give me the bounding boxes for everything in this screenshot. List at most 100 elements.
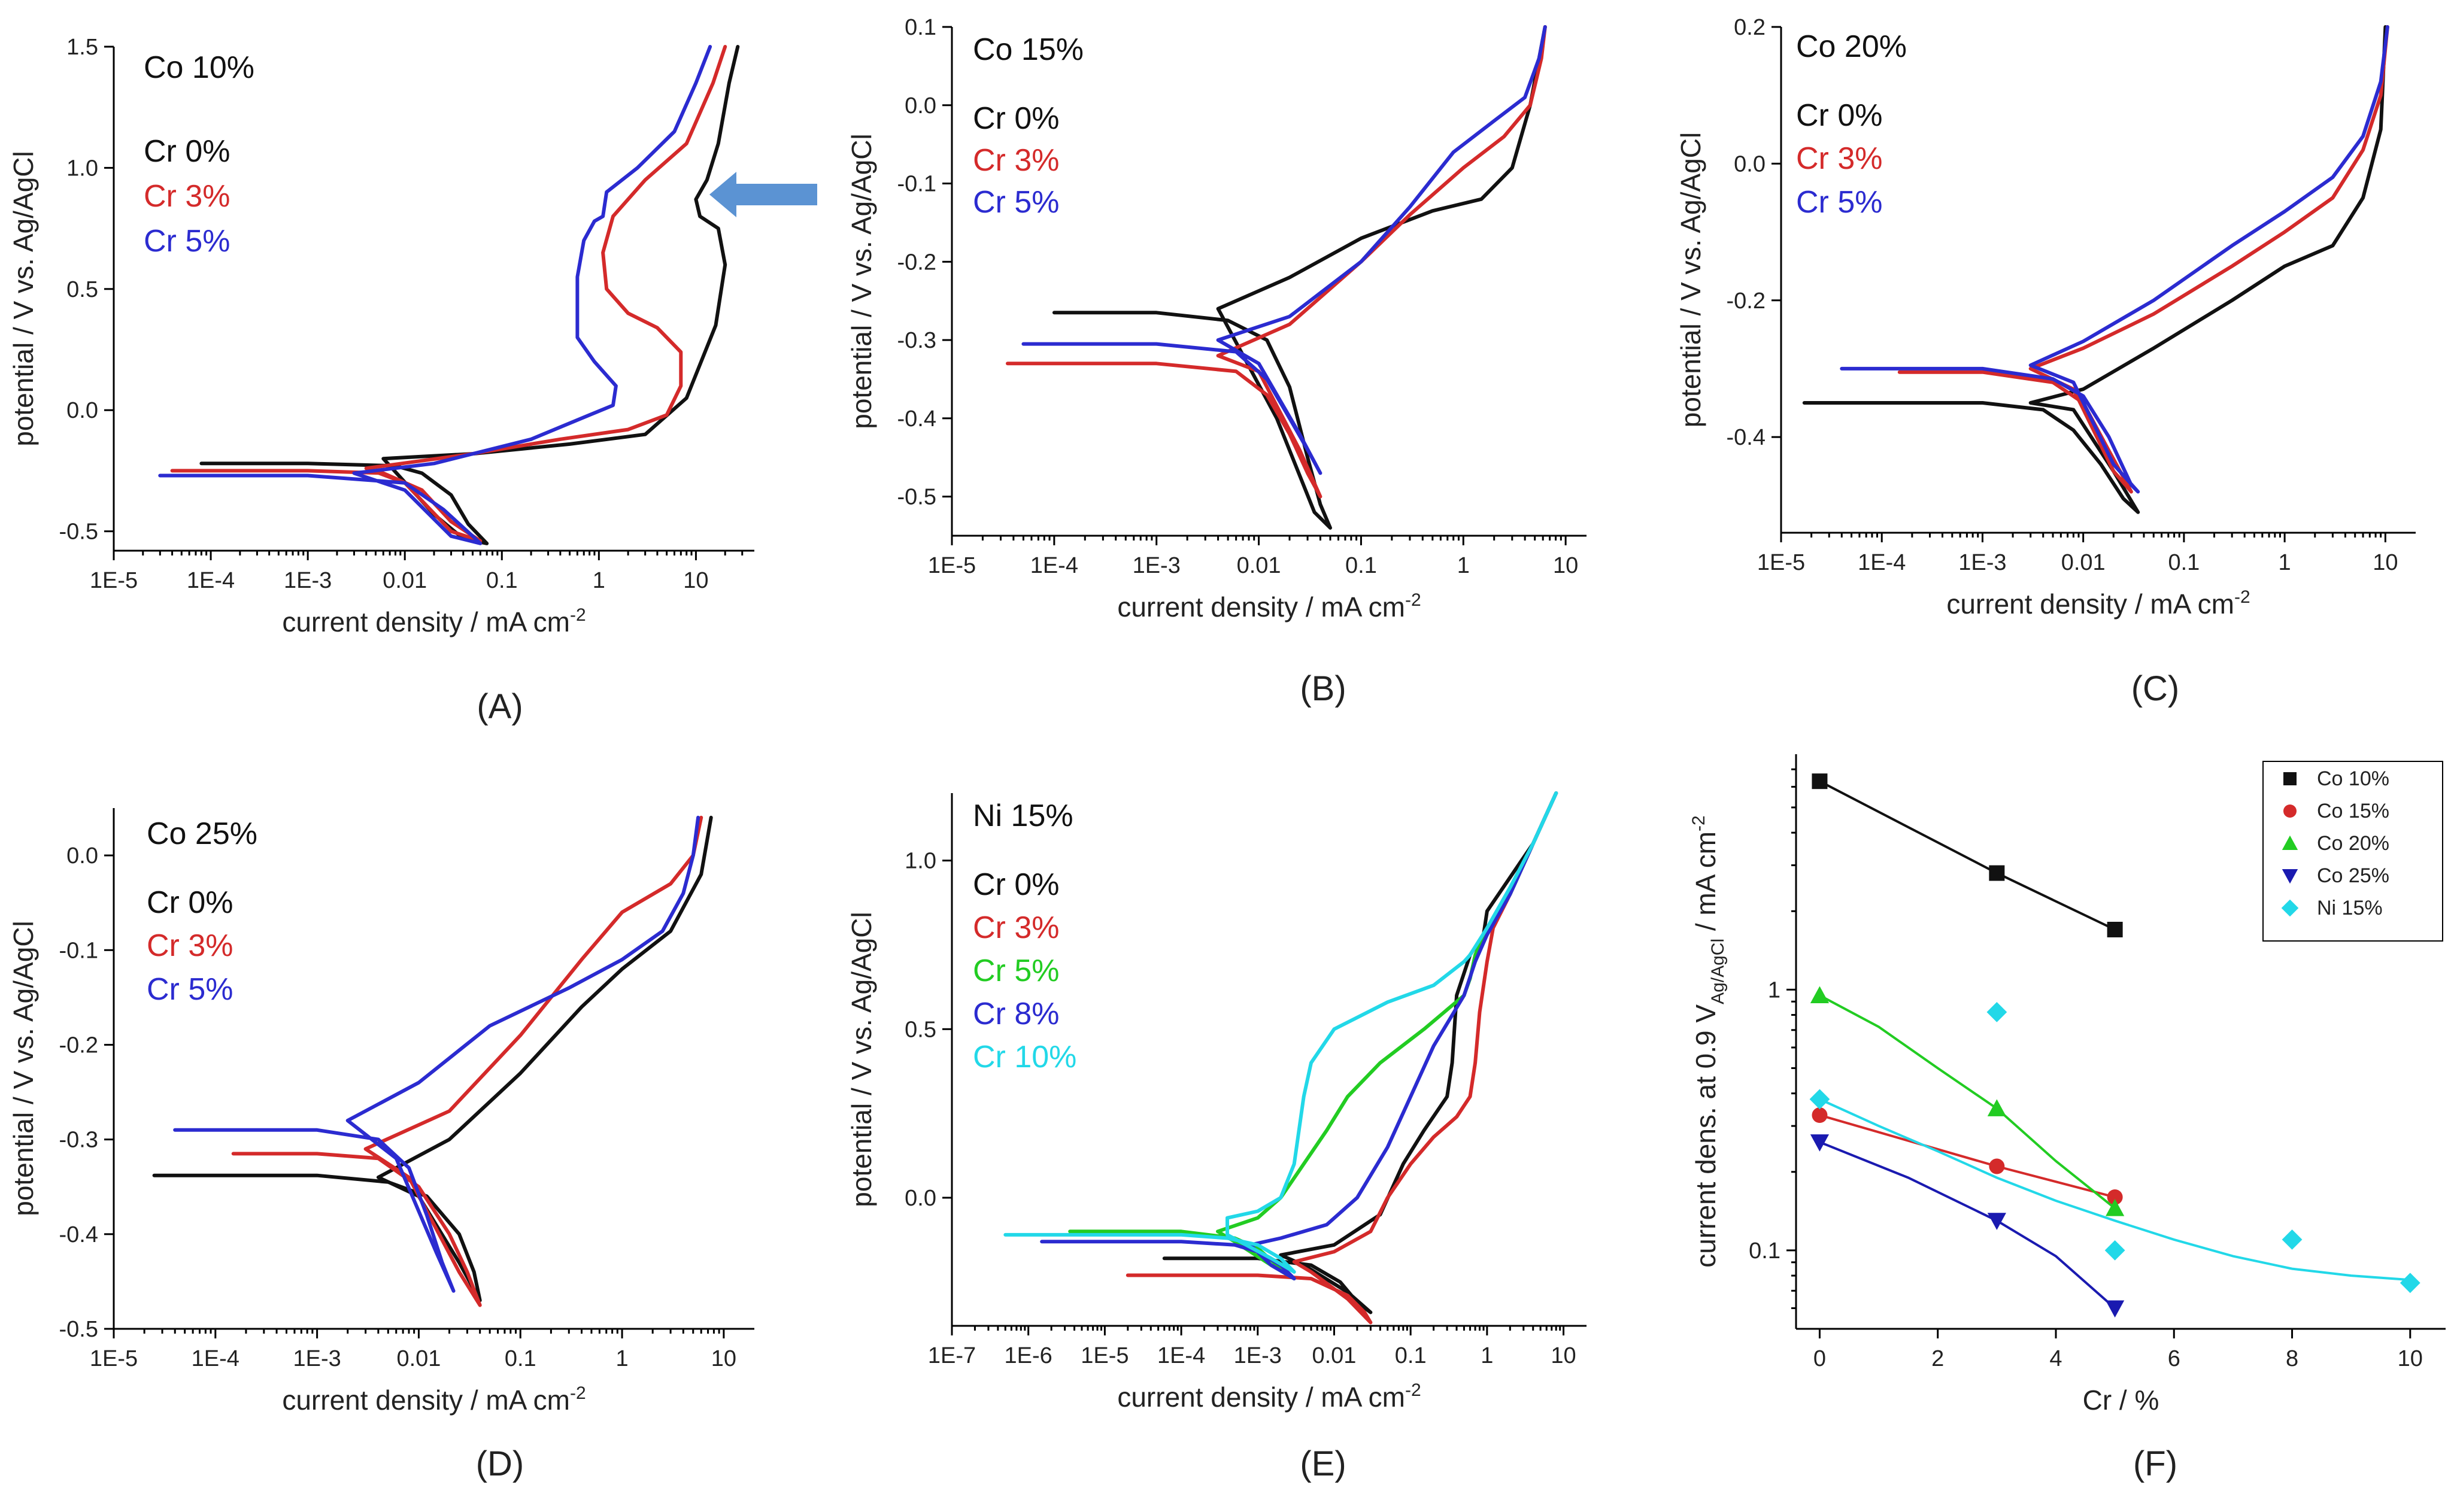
series-line-cr-3- xyxy=(1126,791,1558,1325)
y-tick-label: 1.0 xyxy=(905,849,936,874)
y-axis-title-text: potential / V vs. Ag/AgCl xyxy=(846,133,877,429)
data-point-co-10- xyxy=(1989,865,2005,881)
legend-entry: Ni 15% xyxy=(2317,897,2383,919)
data-point-co-10- xyxy=(2107,921,2123,937)
x-tick-label: 1E-5 xyxy=(1757,550,1805,575)
series-line-cr-3- xyxy=(170,45,727,543)
annotation-text: Cr 0% xyxy=(973,101,1059,136)
legend-entry: Co 15% xyxy=(2317,800,2389,822)
y-tick-label: 0.0 xyxy=(66,398,98,423)
data-point-ni-15- xyxy=(2104,1240,2125,1261)
x-tick-label: 1 xyxy=(593,568,605,593)
x-tick-label: 1E-4 xyxy=(1030,553,1078,578)
y-tick-label: 0.0 xyxy=(66,843,98,869)
x-tick-label: 1E-3 xyxy=(1958,550,2006,575)
y-axis-title-text: potential / V vs. Ag/AgCl xyxy=(8,921,39,1216)
x-tick-label: 2 xyxy=(1931,1346,1944,1371)
x-tick-label: 1 xyxy=(2279,550,2291,575)
panel-label: (E) xyxy=(1300,1444,1346,1483)
panel-c: 1E-5 1E-4 1E-3 0.01 0.1 1 10 -0.4 -0.2 0.0 0.2 curr… xyxy=(1675,15,2416,708)
x-tick-label: 1E-3 xyxy=(1133,553,1181,578)
series-line-cr-3- xyxy=(1897,25,2389,494)
panel-label: (C) xyxy=(2131,669,2180,708)
y-tick-label: -0.2 xyxy=(1727,289,1766,314)
x-tick-label: 6 xyxy=(2168,1346,2180,1371)
data-point-co-15- xyxy=(2107,1189,2123,1205)
arrow-icon xyxy=(709,172,817,217)
legend-marker xyxy=(2282,869,2298,884)
annotation-text: Co 10% xyxy=(144,50,254,85)
panel-e: 1E-7 1E-6 1E-5 1E-4 1E-3 0.01 0.1 1 10 0.0 0.5 1.0 c… xyxy=(846,791,1587,1483)
x-axis-title-sup: -2 xyxy=(1405,590,1421,610)
panel-a: 1E-5 1E-4 1E-3 0.01 0.1 1 10 -0.5 0.0 0.5 1.0 1.5 cu… xyxy=(8,35,817,726)
x-tick-label: 1 xyxy=(1481,1343,1493,1368)
y-axis-title-text: potential / V vs. Ag/AgCl xyxy=(1675,132,1706,428)
x-axis-title-text: current density / mA cm xyxy=(282,1385,570,1416)
annotation-text: Cr 3% xyxy=(1796,141,1882,176)
panel-b: 1E-5 1E-4 1E-3 0.01 0.1 1 10 -0.5 -0.4 -0.3 -0.2 -0… xyxy=(846,15,1587,708)
data-point-ni-15- xyxy=(1809,1089,1830,1110)
y-axis-title: current dens. at 0.9 VAg/AgCl / mA cm-2 xyxy=(1689,815,1728,1267)
x-tick-label: 0.01 xyxy=(1237,553,1281,578)
data-point-co-25- xyxy=(1810,1134,1830,1152)
annotation-text: Cr 3% xyxy=(973,143,1059,178)
x-axis-title-text: current density / mA cm xyxy=(1946,588,2234,620)
data-point-ni-15- xyxy=(1986,1001,2007,1022)
series-line-cr-3- xyxy=(231,815,703,1307)
x-axis-title-sup: -2 xyxy=(570,605,586,625)
y-axis-title-sub: Ag/AgCl xyxy=(1708,939,1728,1004)
x-tick-label: 0.1 xyxy=(505,1346,536,1371)
data-point-co-15- xyxy=(1989,1158,2005,1174)
annotation-text: Cr 5% xyxy=(144,224,230,259)
y-tick-label: 1.0 xyxy=(66,156,98,181)
x-tick-label: 10 xyxy=(2373,550,2398,575)
x-tick-label: 0.01 xyxy=(383,568,427,593)
x-tick-label: 0.01 xyxy=(2061,550,2106,575)
series-line-cr-5- xyxy=(1021,25,1547,475)
y-axis-title: potential / V vs. Ag/AgCl xyxy=(8,151,39,447)
legend-entry: Co 10% xyxy=(2317,767,2389,790)
annotation-text: Cr 3% xyxy=(973,910,1059,945)
x-axis-title-text: current density / mA cm xyxy=(1117,591,1405,623)
legend-marker xyxy=(2283,804,2297,818)
x-axis-title: current density / mA cm-2 xyxy=(282,605,586,637)
x-tick-label: 1E-3 xyxy=(1234,1343,1282,1368)
y-axis-title-tail: / mA cm xyxy=(1690,831,1721,939)
x-axis-title-sup: -2 xyxy=(570,1383,586,1403)
data-point-co-20- xyxy=(1810,986,1830,1004)
panel-label: (B) xyxy=(1300,669,1346,708)
x-tick-label: 1E-5 xyxy=(90,1346,138,1371)
x-tick-label: 1E-3 xyxy=(284,568,332,593)
annotation-text: Cr 3% xyxy=(144,179,230,214)
x-axis-title: current density / mA cm-2 xyxy=(1117,1380,1421,1413)
y-axis-title-sup: -2 xyxy=(1689,815,1709,831)
x-axis-title-text: current density / mA cm xyxy=(282,606,570,637)
x-tick-label: 0.1 xyxy=(486,568,518,593)
x-tick-label: 10 xyxy=(1551,1343,1576,1368)
series-line-cr-0- xyxy=(199,45,740,545)
x-tick-label: 0 xyxy=(1813,1346,1826,1371)
series-line-cr-5- xyxy=(158,45,712,545)
y-tick-label: -0.4 xyxy=(59,1222,98,1247)
legend-entry: Co 25% xyxy=(2317,864,2389,887)
data-point-co-20- xyxy=(1987,1099,2006,1116)
x-tick-label: 10 xyxy=(1553,553,1578,578)
x-tick-label: 10 xyxy=(711,1346,736,1371)
series-line-cr-3- xyxy=(1006,25,1547,499)
x-tick-label: 0.1 xyxy=(1395,1343,1427,1368)
x-tick-label: 1E-7 xyxy=(928,1343,976,1368)
series-line-cr-0- xyxy=(1052,25,1547,530)
panel-label: (A) xyxy=(477,687,523,726)
x-tick-label: 1E-5 xyxy=(928,553,976,578)
x-tick-label: 0.01 xyxy=(396,1346,441,1371)
annotation-text: Cr 0% xyxy=(147,885,233,920)
data-point-co-20- xyxy=(2106,1199,2125,1216)
x-axis-title-sup: -2 xyxy=(2234,587,2250,607)
y-tick-label: -0.2 xyxy=(59,1033,98,1058)
annotation-text: Cr 5% xyxy=(973,954,1059,988)
series-line-cr-5- xyxy=(1840,25,2389,494)
x-tick-label: 1 xyxy=(1457,553,1470,578)
annotation-text: Cr 0% xyxy=(1796,98,1882,133)
y-tick-label: -0.3 xyxy=(59,1128,98,1153)
